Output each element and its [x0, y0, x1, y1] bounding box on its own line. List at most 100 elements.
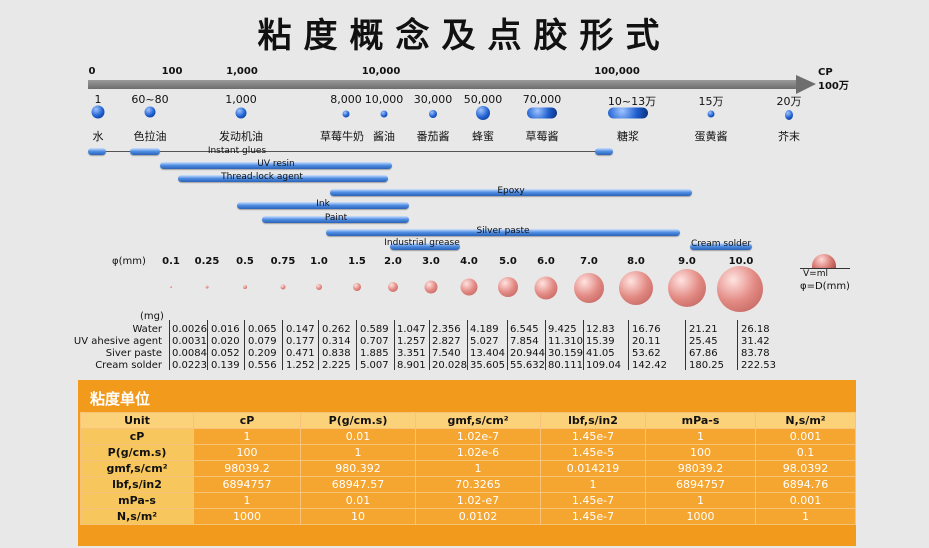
- diameter-value: 0.1: [162, 256, 180, 267]
- units-cell: 1: [415, 460, 541, 477]
- legend-diameter: φ=D(mm): [800, 281, 850, 292]
- mass-cell: 1.047: [397, 324, 426, 335]
- mass-column-divider: [545, 320, 546, 370]
- units-cell: 70.3265: [415, 476, 541, 493]
- droplet-legend: [800, 252, 860, 282]
- mass-cell: 41.05: [586, 348, 615, 359]
- mass-cell: 180.25: [689, 360, 724, 371]
- mass-cell: 2.225: [322, 360, 351, 371]
- units-table: Unit cP P(g/cm.s) gmf,s/cm² lbf,s/in2 mP…: [80, 412, 856, 525]
- mass-cell: 0.314: [322, 336, 351, 347]
- liquid-label: 蛋黄酱: [694, 130, 728, 143]
- liquid-label: 草莓酱: [525, 130, 559, 143]
- table-row: cP 1 0.01 1.02e-7 1.45e-7 1 0.001: [80, 428, 856, 445]
- mass-column-divider: [282, 320, 283, 370]
- units-row-header: P(g/cm.s): [80, 444, 194, 461]
- mass-row-label: Water: [132, 324, 162, 335]
- droplet: [668, 269, 706, 307]
- mass-cell: 20.11: [632, 336, 661, 347]
- mass-cell: 67.86: [689, 348, 718, 359]
- mass-column-divider: [429, 320, 430, 370]
- droplet: [170, 286, 172, 288]
- droplet: [717, 266, 763, 312]
- units-row-header: lbf,s/in2: [80, 476, 194, 493]
- mass-cell: 0.209: [248, 348, 277, 359]
- viscosity-value: 15万: [698, 95, 724, 108]
- mass-cell: 2.356: [432, 324, 461, 335]
- units-cell: 1: [193, 428, 301, 445]
- liquid-drop-icon: [707, 110, 715, 118]
- droplet: [460, 278, 478, 296]
- diameter-value: 6.0: [537, 256, 555, 267]
- mass-row-label: UV ahesive agent: [73, 336, 162, 347]
- mass-cell: 30.159: [548, 348, 583, 359]
- range-line: [88, 151, 608, 152]
- units-cell: 6894.76: [755, 476, 856, 493]
- mass-cell: 53.62: [632, 348, 661, 359]
- mass-column-divider: [685, 320, 686, 370]
- range-label: Instant glues: [207, 146, 267, 156]
- table-row: N,s/m² 1000 10 0.0102 1.45e-7 1000 1: [80, 508, 856, 525]
- scale-tick: 10,000: [361, 66, 401, 77]
- diameter-value: 0.75: [270, 256, 296, 267]
- mass-cell: 0.589: [360, 324, 389, 335]
- range-bar-paint: [262, 216, 409, 223]
- legend-volume: V=ml: [803, 269, 828, 279]
- units-cell: 1.02e-7: [415, 428, 541, 445]
- units-cell: 0.0102: [415, 508, 541, 525]
- mass-cell: 142.42: [632, 360, 667, 371]
- droplet-legend-base: [800, 268, 850, 269]
- units-cell: 98.0392: [755, 460, 856, 477]
- range-label: Paint: [324, 213, 348, 223]
- liquid-drop-icon: [476, 106, 490, 120]
- droplet: [574, 273, 604, 303]
- units-cell: 1.45e-7: [540, 428, 646, 445]
- mass-cell: 0.020: [211, 336, 240, 347]
- units-row-header: N,s/m²: [80, 508, 194, 525]
- mass-cell: 0.147: [286, 324, 315, 335]
- diameter-value: 1.5: [348, 256, 366, 267]
- units-header: N,s/m²: [755, 412, 856, 429]
- units-cell: 68947.57: [300, 476, 416, 493]
- liquid-label: 发动机油: [219, 130, 263, 143]
- liquid-label: 蜂蜜: [472, 130, 494, 143]
- units-row-header: gmf,s/cm²: [80, 460, 194, 477]
- mass-column-divider: [583, 320, 584, 370]
- table-row: lbf,s/in2 6894757 68947.57 70.3265 1 6894757 6…: [80, 476, 856, 493]
- units-header: cP: [193, 412, 301, 429]
- table-row: P(g/cm.s) 100 1 1.02e-6 1.45e-5 100 0.1: [80, 444, 856, 461]
- range-label: UV resin: [257, 159, 295, 169]
- units-cell: 1.02-e7: [415, 492, 541, 509]
- mass-cell: 20.944: [510, 348, 545, 359]
- units-cell: 1.45e-7: [540, 492, 646, 509]
- range-bar-instant-glues: [595, 148, 613, 155]
- mass-cell: 0.0223: [172, 360, 207, 371]
- units-cell: 1: [540, 476, 646, 493]
- units-row-header: cP: [80, 428, 194, 445]
- mass-column-divider: [394, 320, 395, 370]
- liquid-drop-icon: [342, 110, 350, 118]
- units-cell: 100: [193, 444, 301, 461]
- mass-cell: 0.139: [211, 360, 240, 371]
- units-cell: 10: [300, 508, 416, 525]
- diameter-value: 1.0: [310, 256, 328, 267]
- mass-cell: 4.189: [470, 324, 499, 335]
- range-label: Thread-lock agent: [221, 172, 303, 182]
- mass-cell: 8.901: [397, 360, 426, 371]
- mass-cell: 0.052: [211, 348, 240, 359]
- mass-cell: 0.0084: [172, 348, 207, 359]
- range-bar-cream-solder: [690, 243, 752, 250]
- range-bar-industrial-grease: [390, 243, 460, 250]
- units-header: lbf,s/in2: [540, 412, 646, 429]
- liquid-label: 芥末: [778, 130, 800, 143]
- range-bar-instant-glues: [130, 148, 160, 155]
- units-title: 粘度单位: [90, 390, 151, 408]
- units-cell: 6894757: [645, 476, 756, 493]
- mass-cell: 0.471: [286, 348, 315, 359]
- diameter-value: 0.25: [194, 256, 220, 267]
- units-cell: 1000: [193, 508, 301, 525]
- units-cell: 100: [645, 444, 756, 461]
- units-cell: 0.001: [755, 428, 856, 445]
- viscosity-value: 50,000: [463, 93, 503, 106]
- liquid-label: 色拉油: [133, 130, 167, 143]
